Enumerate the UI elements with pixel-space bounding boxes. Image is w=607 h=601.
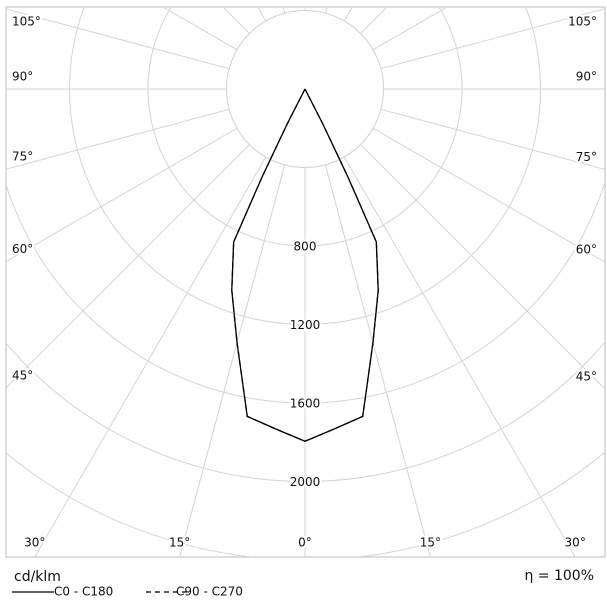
legend: C0 - C180 C90 - C270: [12, 585, 243, 599]
angle-tick-label: 45°: [576, 370, 597, 384]
unit-label: cd/klm: [14, 569, 61, 585]
r-tick-label: 2000: [290, 475, 321, 489]
r-tick-label: 800: [294, 240, 317, 254]
legend-label: C0 - C180: [54, 585, 113, 599]
r-tick-label: 1200: [290, 318, 321, 332]
angle-tick-label: 15°: [169, 536, 190, 550]
intensity-curve: [231, 88, 379, 442]
angle-tick-label: 30°: [24, 536, 45, 550]
angle-tick-label: 15°: [420, 536, 441, 550]
r-tick-label: 1600: [290, 397, 321, 411]
radial-grid-line: [34, 88, 306, 557]
angle-tick-label: 75°: [576, 150, 597, 164]
angle-tick-label: 105°: [568, 15, 597, 29]
angle-tick-label: 60°: [576, 243, 597, 257]
radial-grid-line: [304, 88, 431, 557]
angle-tick-label: 90°: [12, 70, 33, 84]
angle-tick-label: 60°: [12, 242, 33, 256]
radial-grid-line: [179, 88, 306, 557]
efficiency: η = 100%: [524, 568, 594, 584]
angle-tick-label: 90°: [576, 70, 597, 84]
angle-tick-label: 30°: [565, 536, 586, 550]
angle-tick-label: 45°: [12, 369, 33, 383]
angle-tick-label: 105°: [12, 15, 41, 29]
curves: [231, 88, 379, 442]
legend-label: C90 - C270: [176, 585, 243, 599]
labels: 0° 15° 15° 30° 30° 45° 45° 60° 60° 75° 75° 90° 90° 10…: [10, 13, 599, 552]
angle-tick-label: 0°: [298, 536, 312, 550]
radial-grid-line: [304, 88, 576, 557]
angle-tick-label: 75°: [12, 150, 33, 164]
